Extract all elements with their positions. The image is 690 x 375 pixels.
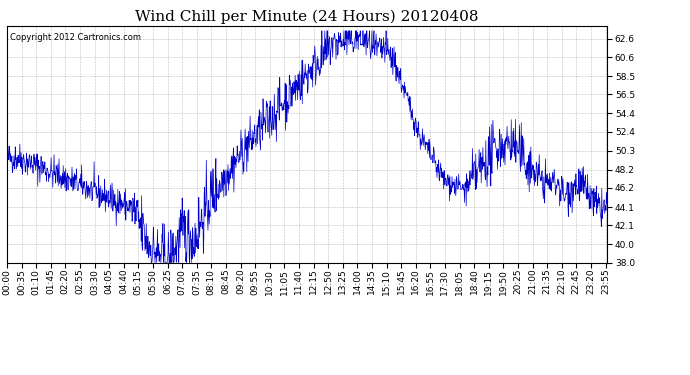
Text: Copyright 2012 Cartronics.com: Copyright 2012 Cartronics.com <box>10 33 141 42</box>
Title: Wind Chill per Minute (24 Hours) 20120408: Wind Chill per Minute (24 Hours) 2012040… <box>135 9 479 24</box>
